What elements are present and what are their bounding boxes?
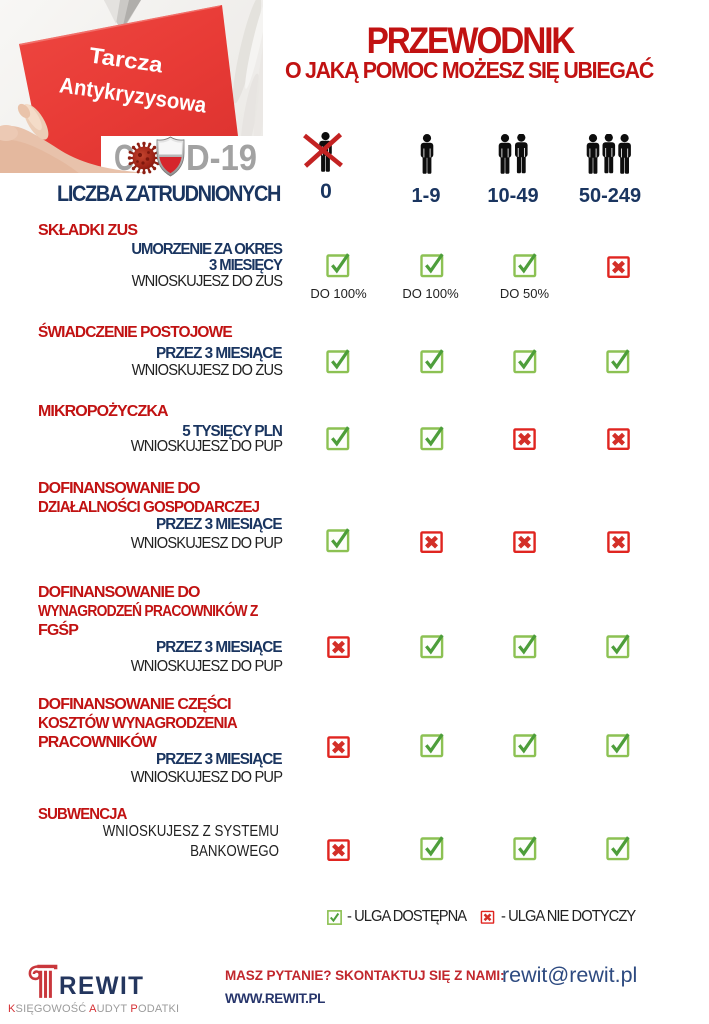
svg-text:C: C	[114, 137, 134, 178]
svg-text:D-19: D-19	[186, 137, 257, 178]
